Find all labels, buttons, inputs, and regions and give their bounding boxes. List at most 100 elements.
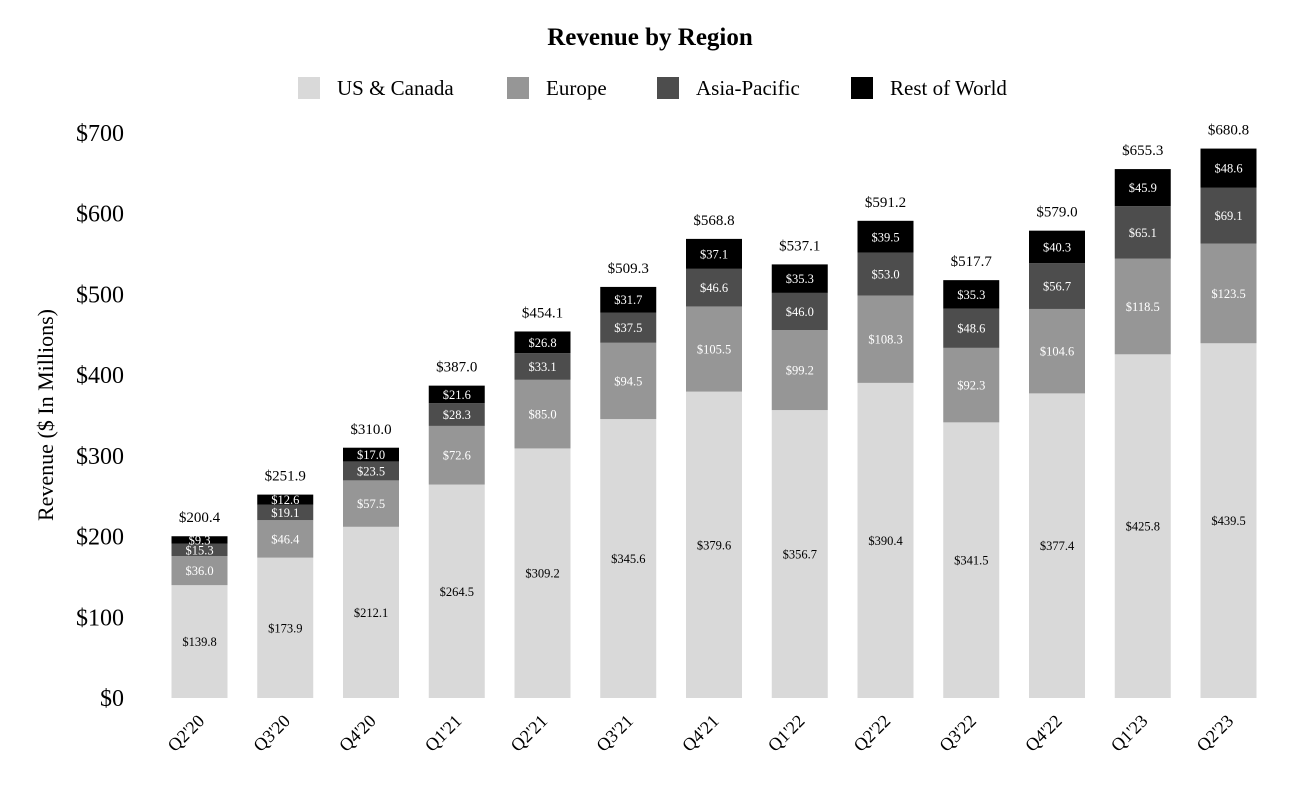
bar-segment-asia-pacific <box>943 308 1000 348</box>
bar-segment-value-label: $46.4 <box>271 532 300 546</box>
bar-segment-asia-pacific <box>514 353 571 380</box>
bar-segment-europe <box>171 556 228 586</box>
bar-segment-asia-pacific <box>857 252 914 296</box>
bar-segment-asia-pacific <box>343 461 399 481</box>
bar-segment-value-label: $105.5 <box>697 343 731 357</box>
bar-segment-value-label: $37.1 <box>700 247 728 261</box>
x-tick-label: Q4'20 <box>335 711 380 756</box>
bar-segment-value-label: $36.0 <box>185 564 213 578</box>
bar-segment-value-label: $12.6 <box>271 493 299 507</box>
chart-title: Revenue by Region <box>547 24 753 51</box>
bar-segment-rest-of-world <box>514 331 571 354</box>
bar-segment-europe <box>514 379 571 449</box>
bar-segment-value-label: $94.5 <box>614 374 642 388</box>
bar-segment-value-label: $72.6 <box>443 449 471 463</box>
bar-total-label: $655.3 <box>1122 143 1163 159</box>
y-tick-label: $300 <box>76 444 124 470</box>
x-tick-label: Q2'20 <box>164 711 209 756</box>
legend-item-rest-of-world: Rest of World <box>851 76 1007 100</box>
bar-segment-us-canada <box>771 410 828 698</box>
legend-item-europe: Europe <box>507 76 607 100</box>
bar-segment-value-label: $139.8 <box>182 635 216 649</box>
x-tick-label: Q3'21 <box>592 711 637 756</box>
x-tick-label: Q2'22 <box>850 711 895 756</box>
bar-segment-value-label: $26.8 <box>528 336 556 350</box>
x-tick-label: Q4'21 <box>678 711 723 756</box>
legend-swatch-asia-pacific <box>657 77 679 99</box>
legend-swatch-rest-of-world <box>851 77 873 99</box>
bar-segment-value-label: $40.3 <box>1043 240 1071 254</box>
bar-segment-europe <box>771 330 828 411</box>
legend-item-asia-pacific: Asia-Pacific <box>657 76 800 100</box>
y-tick-label: $100 <box>76 605 124 631</box>
bar-segment-asia-pacific <box>1200 187 1257 244</box>
bar-segment-rest-of-world <box>171 536 228 544</box>
bar-segment-us-canada <box>257 557 314 698</box>
legend-swatch-us-canada <box>298 77 320 99</box>
x-tick-label: Q2'21 <box>507 711 552 756</box>
y-tick-label: $600 <box>76 202 124 228</box>
bar-segment-asia-pacific <box>257 504 314 521</box>
bar-segment-value-label: $48.6 <box>1214 162 1242 176</box>
bar-total-label: $537.1 <box>779 238 820 254</box>
y-tick-label: $500 <box>76 282 124 308</box>
bar-segment-europe <box>1200 243 1257 344</box>
bar-segment-value-label: $53.0 <box>871 268 899 282</box>
bar-segment-asia-pacific <box>600 312 657 343</box>
bar-segment-asia-pacific <box>428 403 485 426</box>
x-tick-label: Q4'22 <box>1021 711 1066 756</box>
bar-segment-us-canada <box>943 422 1000 698</box>
x-tick-label: Q2'23 <box>1193 711 1238 756</box>
bar-segment-europe <box>428 425 485 485</box>
bar-segment-value-label: $345.6 <box>611 552 645 566</box>
bar-segment-value-label: $425.8 <box>1126 520 1160 534</box>
bar-segment-value-label: $31.7 <box>614 293 642 307</box>
x-tick-label: Q1'21 <box>421 711 466 756</box>
bar-segment-europe <box>857 295 914 383</box>
bar-segment-rest-of-world <box>1029 230 1085 264</box>
bar-segment-asia-pacific <box>171 543 228 557</box>
bar-segment-value-label: $17.0 <box>357 448 385 462</box>
legend-label-us-canada: US & Canada <box>337 75 454 100</box>
bar-segment-value-label: $356.7 <box>783 548 817 562</box>
bar-total-label: $251.9 <box>265 469 306 485</box>
bar-segment-value-label: $123.5 <box>1211 287 1245 301</box>
bar-segment-value-label: $108.3 <box>868 333 902 347</box>
bar-segment-value-label: $45.9 <box>1129 181 1157 195</box>
bar-total-label: $680.8 <box>1208 122 1249 138</box>
bar-segment-europe <box>943 347 1000 423</box>
bar-segment-us-canada <box>343 526 399 698</box>
bar-segment-rest-of-world <box>857 220 914 253</box>
bar-total-label: $387.0 <box>436 360 477 376</box>
bar-segment-value-label: $118.5 <box>1126 300 1160 314</box>
bar-segment-value-label: $23.5 <box>357 464 385 478</box>
bar-segment-us-canada <box>171 585 228 698</box>
legend-label-asia-pacific: Asia-Pacific <box>696 75 800 100</box>
bar-segment-rest-of-world <box>1200 148 1257 188</box>
x-tick-label: Q1'23 <box>1107 711 1152 756</box>
y-tick-label: $0 <box>100 686 124 712</box>
bar-segment-value-label: $69.1 <box>1214 209 1242 223</box>
bar-segment-asia-pacific <box>1114 206 1171 259</box>
bar-segment-value-label: $379.6 <box>697 538 731 552</box>
bar-segment-asia-pacific <box>1029 263 1085 309</box>
bar-segment-value-label: $46.0 <box>786 305 814 319</box>
bar-segment-us-canada <box>1029 393 1085 698</box>
bar-segment-us-canada <box>428 484 485 698</box>
bar-segment-rest-of-world <box>771 264 828 293</box>
bar-segment-rest-of-world <box>686 238 742 269</box>
bar-segment-europe <box>343 480 399 527</box>
bar-segment-value-label: $37.5 <box>614 321 642 335</box>
bar-segment-us-canada <box>1200 343 1257 698</box>
bar-total-label: $568.8 <box>693 213 734 229</box>
bar-segment-value-label: $33.1 <box>528 360 556 374</box>
bar-segment-rest-of-world <box>257 494 314 505</box>
x-tick-label: Q3'20 <box>249 711 294 756</box>
bar-segment-rest-of-world <box>1114 169 1171 207</box>
bar-segment-value-label: $57.5 <box>357 497 385 511</box>
legend-label-europe: Europe <box>546 75 607 100</box>
bar-segment-value-label: $39.5 <box>871 230 899 244</box>
bar-segment-value-label: $309.2 <box>525 567 559 581</box>
bar-segment-value-label: $377.4 <box>1040 539 1075 553</box>
